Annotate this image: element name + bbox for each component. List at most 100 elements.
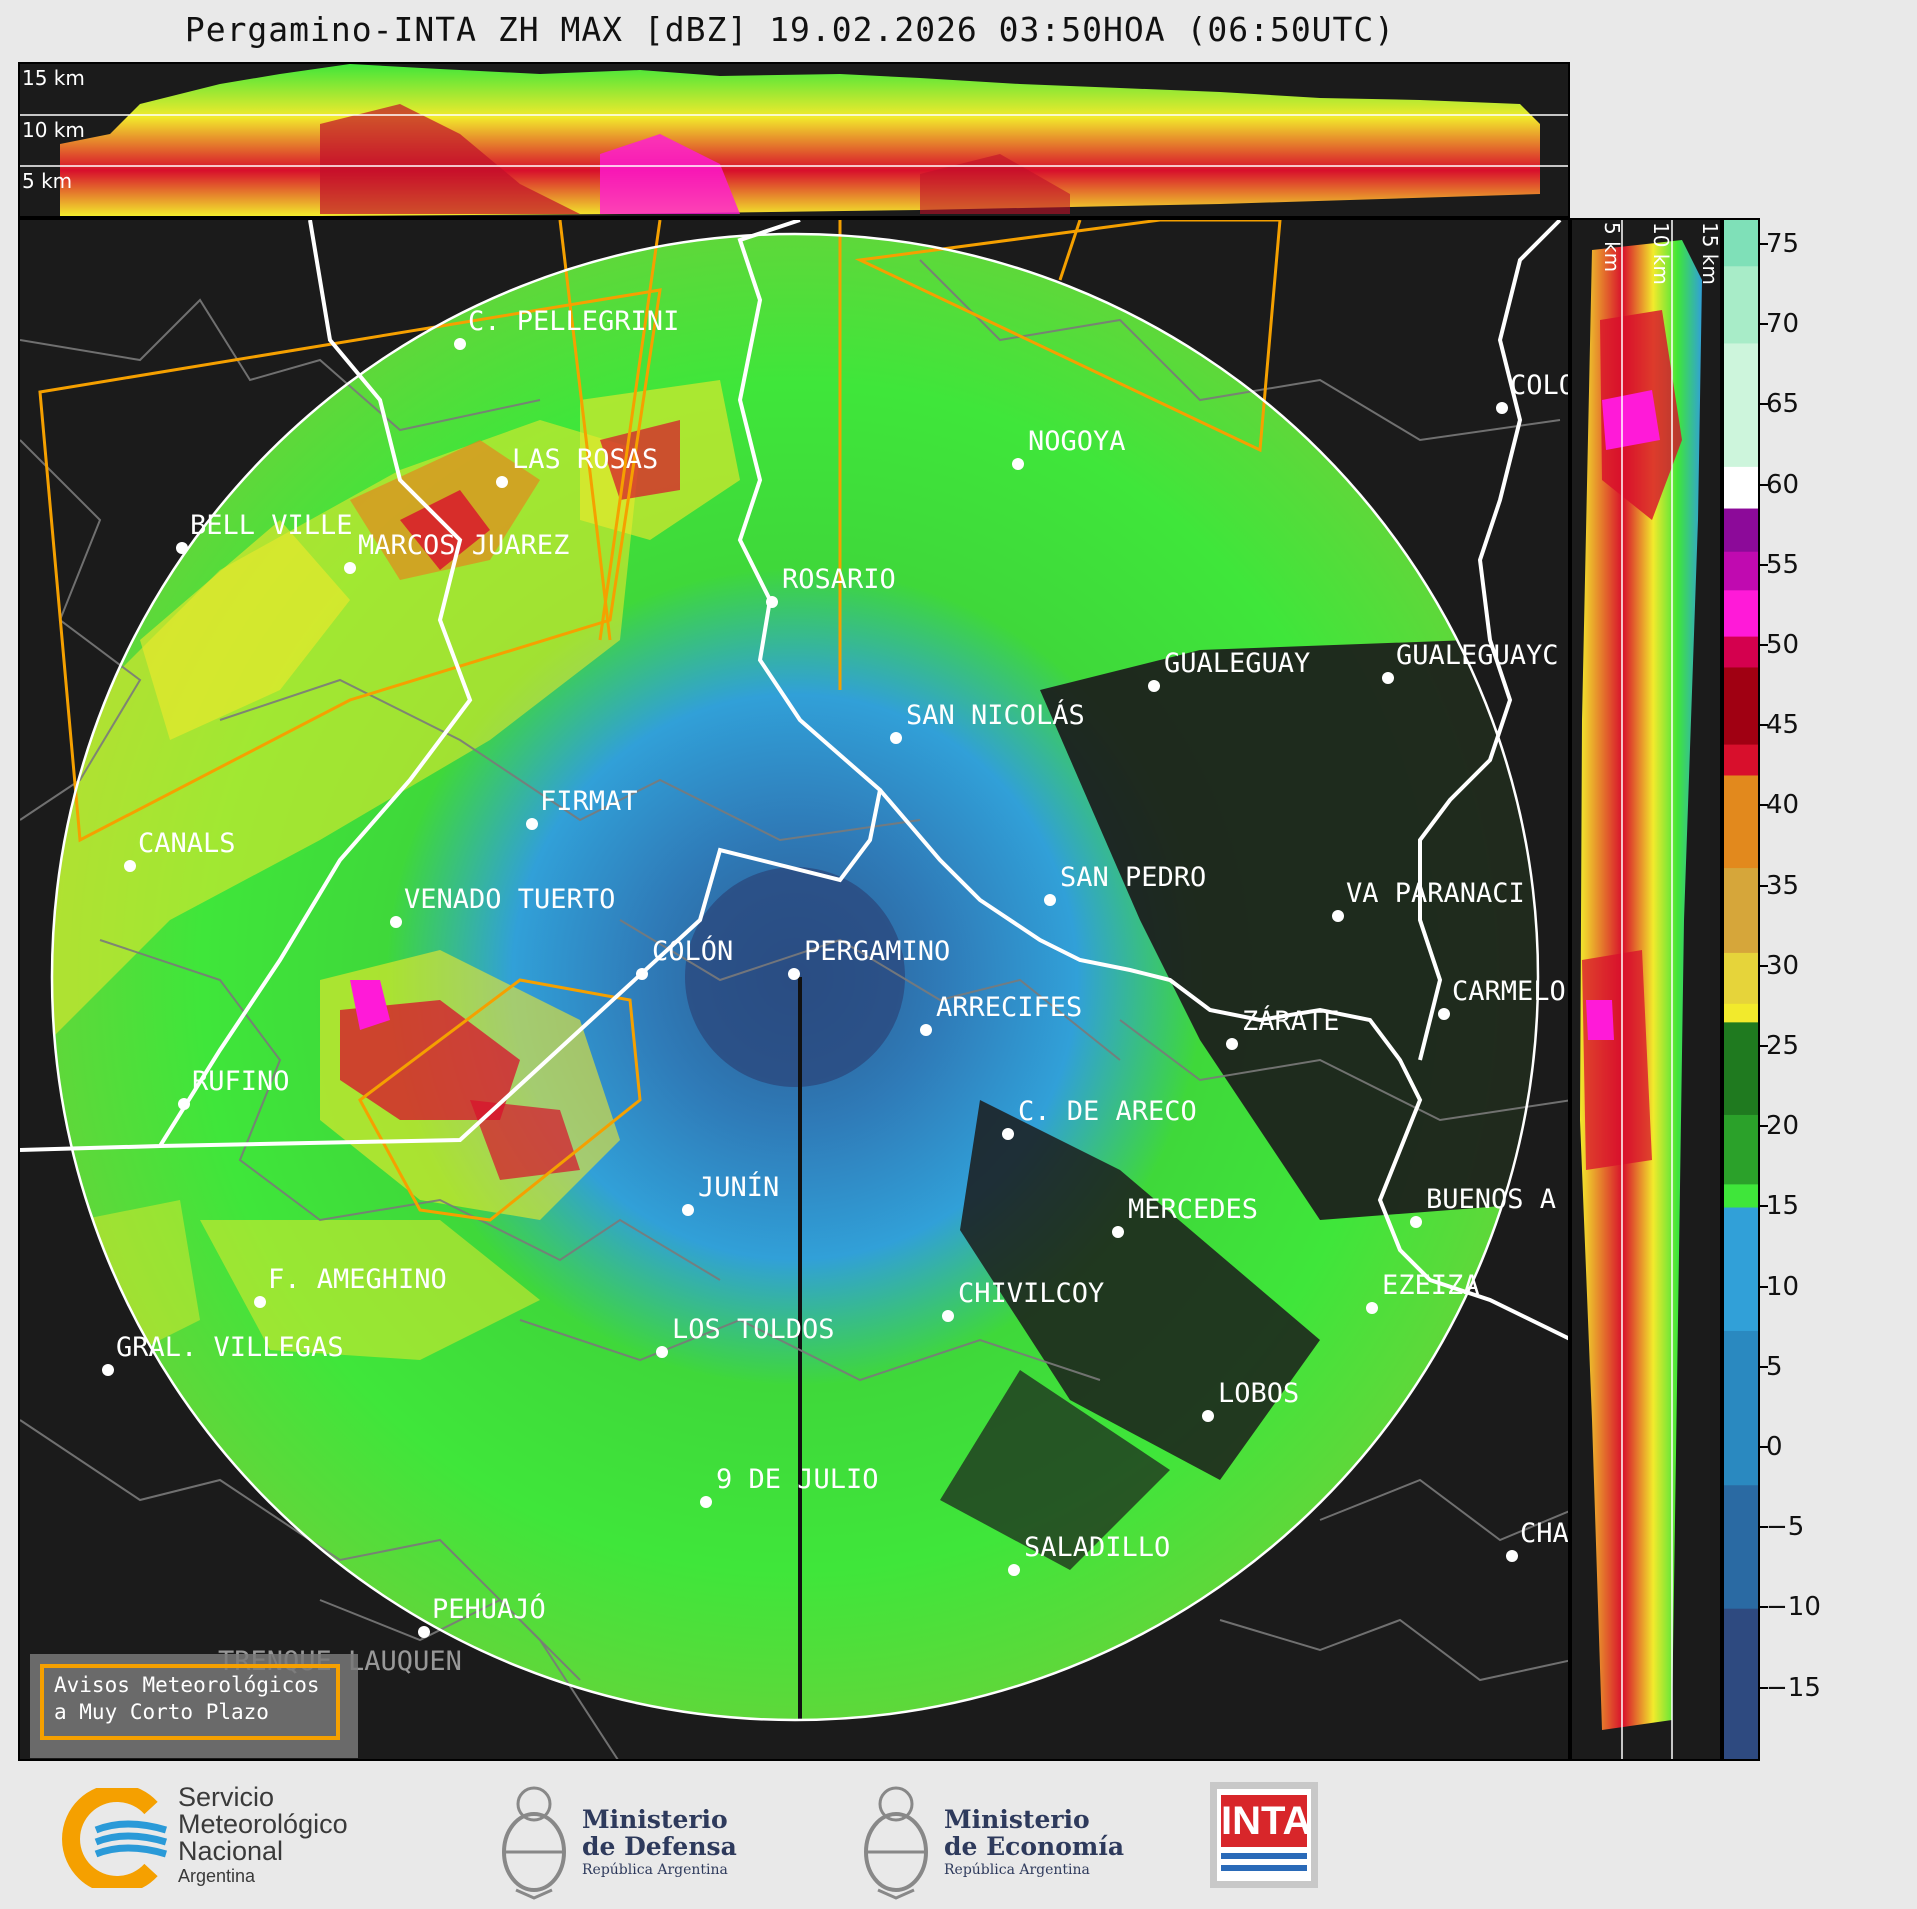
city-colo: COLO [1496, 370, 1570, 414]
city-los-toldos: LOS TOLDOS [656, 1314, 835, 1358]
colorbar-tick-mark [1760, 964, 1768, 967]
colorbar-tick-mark [1760, 563, 1768, 566]
side-profile-label-15km: 15 km [1698, 222, 1722, 285]
colorbar-tick-label: 55 [1766, 549, 1800, 580]
city-label: EZEIZA [1382, 1270, 1480, 1301]
economia-line2: de Economía [944, 1832, 1125, 1861]
city-gral-villegas: GRAL. VILLEGAS [102, 1332, 344, 1376]
city-marker-icon [656, 1346, 668, 1358]
city-label: PEHUAJÓ [432, 1593, 546, 1625]
colorbar-tick-label: 35 [1766, 870, 1800, 901]
colorbar-segment [1724, 551, 1758, 592]
smn-line3: Nacional [178, 1836, 284, 1866]
city-marker-icon [1226, 1038, 1238, 1050]
colorbar-tick-label: 10 [1766, 1271, 1800, 1302]
city-venado-tuerto: VENADO TUERTO [390, 884, 615, 928]
colorbar-segment [1724, 220, 1758, 268]
city-marker-icon [454, 338, 466, 350]
colorbar-segment [1724, 266, 1758, 345]
warnings-legend-frame: Avisos Meteorológicos a Muy Corto Plazo [40, 1664, 340, 1740]
colorbar-tick-label: 25 [1766, 1031, 1800, 1061]
colorbar-tick-label: −5 [1766, 1512, 1805, 1543]
city-saladillo: SALADILLO [1008, 1532, 1170, 1576]
city-canals: CANALS [124, 828, 236, 872]
top-profile-graphic [20, 64, 1568, 216]
colorbar-tick-label: 50 [1766, 630, 1800, 660]
city-label: BUENOS A [1426, 1184, 1556, 1215]
colorbar-tick-mark [1760, 884, 1768, 887]
smn-line2: Meteorológico [178, 1809, 348, 1839]
city-firmat: FIRMAT [526, 786, 638, 830]
city-marcos-juarez: MARCOS JUAREZ [344, 530, 569, 574]
colorbar-segment [1724, 343, 1758, 468]
map-title: Pergamino-INTA ZH MAX [dBZ] 19.02.2026 0… [184, 10, 1396, 49]
city-label: GUALEGUAYC [1396, 640, 1559, 671]
warnings-legend-line2: a Muy Corto Plazo [54, 1700, 269, 1724]
inta-wordmark: INTA [1221, 1795, 1311, 1847]
colorbar-segment [1724, 1022, 1758, 1116]
radar-map[interactable]: C. PELLEGRINI LAS ROSAS BELL VILLE MARCOS J… [18, 218, 1570, 1761]
city-marker-icon [176, 542, 188, 554]
city-label: LOBOS [1218, 1378, 1299, 1409]
colorbar-segment [1724, 868, 1758, 954]
city-label: FIRMAT [540, 786, 638, 817]
city-9-de-julio: 9 DE JULIO [700, 1464, 879, 1508]
city-marker-icon [102, 1364, 114, 1376]
city-junín: JUNÍN [682, 1171, 779, 1216]
city-marker-icon [390, 916, 402, 928]
top-profile-label-10km: 10 km [22, 118, 85, 142]
colorbar-segment [1724, 952, 1758, 1005]
city-label: LAS ROSAS [512, 444, 658, 475]
city-label: C. PELLEGRINI [468, 306, 679, 337]
top-height-profile: 15 km 10 km 5 km [18, 62, 1570, 218]
side-height-profile: 5 km 10 km 15 km [1570, 218, 1722, 1761]
warnings-legend[interactable]: Avisos Meteorológicos a Muy Corto Plazo [30, 1654, 358, 1758]
colorbar-tick-label: 60 [1766, 469, 1800, 500]
city-carmelo: CARMELO [1438, 976, 1566, 1020]
city-label: COLO [1510, 370, 1570, 401]
colorbar-tick-mark [1760, 1365, 1768, 1368]
side-profile-label-5km: 5 km [1600, 222, 1624, 273]
colorbar-tick-mark [1760, 1686, 1768, 1689]
colorbar-graphic [1724, 220, 1758, 1759]
city-label: RUFINO [192, 1066, 290, 1097]
colorbar-tick-label: 65 [1766, 389, 1800, 420]
city-marker-icon [1112, 1226, 1124, 1238]
inta-stripe-2 [1221, 1865, 1307, 1871]
colorbar-tick-mark [1760, 1045, 1768, 1047]
city-label: CHIVILCOY [958, 1278, 1104, 1309]
smn-line4: Argentina [178, 1866, 256, 1886]
city-marker-icon [942, 1310, 954, 1322]
city-c-de-areco: C. DE ARECO [1002, 1096, 1197, 1140]
colorbar-tick-mark [1760, 804, 1768, 807]
city-marker-icon [636, 968, 648, 980]
colorbar-tick-label: 30 [1766, 950, 1800, 981]
city-san-nicolás: SAN NICOLÁS [890, 699, 1085, 744]
city-marker-icon [124, 860, 136, 872]
city-zárate: ZÁRATE [1226, 1005, 1340, 1050]
warnings-legend-line1: Avisos Meteorológicos [54, 1673, 320, 1697]
colorbar-tick-label: 5 [1766, 1351, 1783, 1382]
city-label: ARRECIFES [936, 992, 1082, 1023]
city-va-paranaci: VA PARANACI [1332, 878, 1525, 922]
colorbar-tick-mark [1760, 644, 1768, 646]
city-marker-icon [1382, 672, 1394, 684]
city-gualeguayc: GUALEGUAYC [1382, 640, 1559, 684]
city-san-pedro: SAN PEDRO [1044, 862, 1206, 906]
top-profile-label-5km: 5 km [22, 169, 73, 193]
colorbar-segment [1724, 508, 1758, 553]
side-profile-graphic [1580, 220, 1702, 1759]
colorbar-tick-mark [1760, 724, 1768, 727]
colorbar-tick-mark [1760, 1125, 1768, 1128]
city-nogoya: NOGOYA [1012, 426, 1126, 470]
city-label: CARMELO [1452, 976, 1566, 1007]
colorbar-tick-label: −15 [1766, 1672, 1821, 1703]
side-profile-label-10km: 10 km [1649, 222, 1673, 285]
city-label: 9 DE JULIO [716, 1464, 879, 1495]
colorbar-tick-mark [1760, 323, 1768, 326]
defensa-line3: República Argentina [582, 1862, 728, 1878]
top-profile-label-15km: 15 km [22, 66, 85, 90]
colorbar-tick-mark [1760, 1285, 1768, 1288]
city-marker-icon [1002, 1128, 1014, 1140]
economia-line1: Ministerio [944, 1805, 1090, 1834]
